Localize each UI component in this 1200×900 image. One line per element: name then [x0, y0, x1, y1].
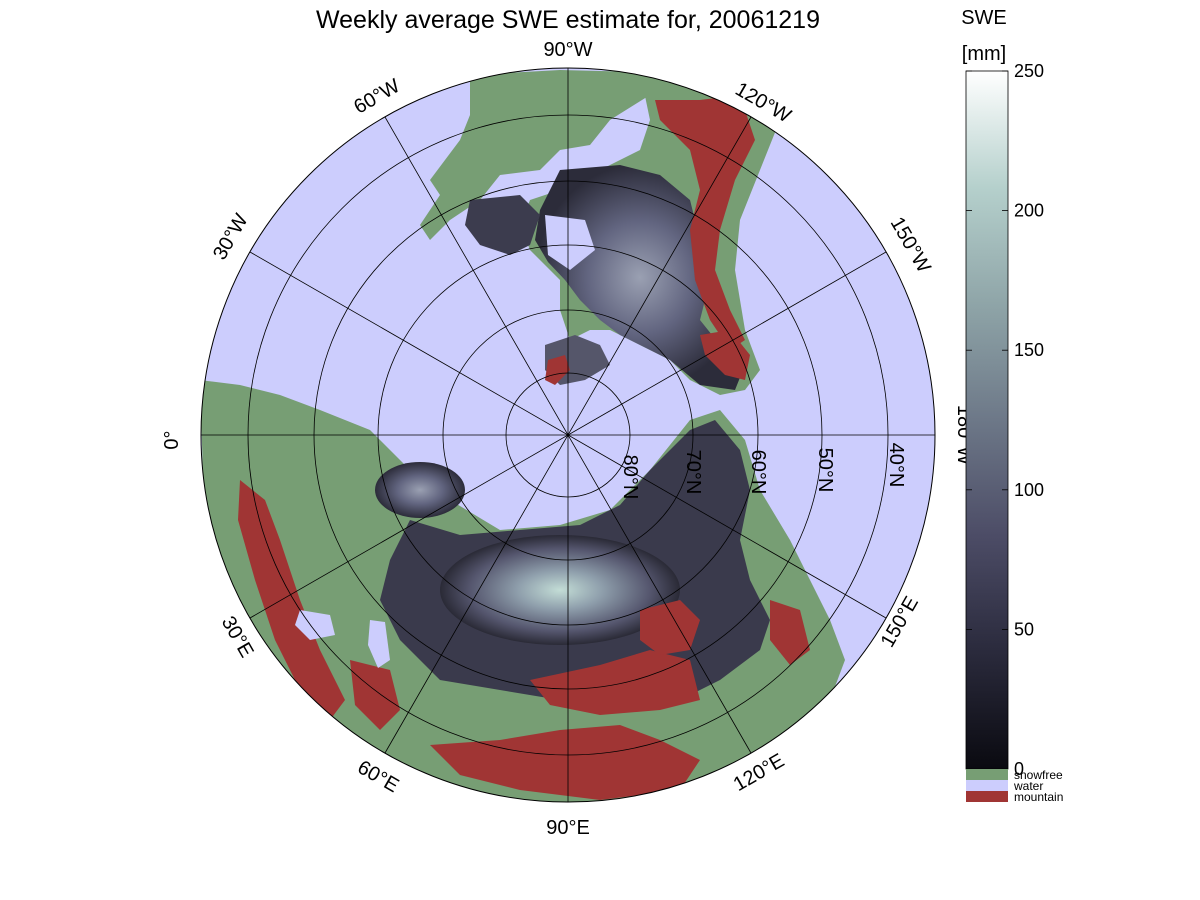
- category-label-snowfree: snowfree: [1014, 768, 1063, 782]
- lat-label-70n: 70°N: [682, 450, 704, 495]
- lat-label-40n: 40°N: [885, 443, 907, 488]
- lon-label-90e: 90°E: [546, 817, 590, 839]
- scandinavia-snow: [375, 462, 465, 518]
- colorbar-tick-label: 150: [1014, 340, 1044, 360]
- category-swatch-water: [966, 780, 1008, 791]
- category-swatch-snowfree: [966, 769, 1008, 780]
- colorbar-tick-label: 100: [1014, 480, 1044, 500]
- colorbar-tick-label: 50: [1014, 619, 1034, 639]
- category-label-mountain: mountain: [1014, 790, 1063, 804]
- hudson-bay: [545, 215, 595, 270]
- himalaya-mountains: [430, 725, 700, 800]
- iran-mountains: [350, 660, 400, 730]
- map-border: [200, 67, 936, 803]
- colorbar-tick-label: 250: [1014, 61, 1044, 81]
- lat-label-60n: 60°N: [747, 450, 769, 495]
- central-asia-mountains: [530, 650, 700, 715]
- category-swatch-mountain: [966, 791, 1008, 802]
- category-label-water: water: [1013, 779, 1043, 793]
- colorbar-tick-label: 200: [1014, 201, 1044, 221]
- colorbar-ramp: [965, 70, 1009, 770]
- lat-label-80n: 80°N: [619, 455, 641, 500]
- colorbar-tick-label: 0: [1014, 759, 1024, 779]
- lon-label-30w: 30°W: [209, 210, 253, 264]
- lon-label-0: 0°: [161, 430, 183, 449]
- caspian-sea: [368, 620, 390, 668]
- colorbar-label-swe: SWE: [961, 7, 1007, 29]
- polar-map: [201, 68, 935, 802]
- colorbar-ticks: 0 50 100 150 200 250: [966, 61, 1044, 779]
- lon-label-90w: 90°W: [543, 39, 592, 61]
- arctic-islands-2: [545, 355, 570, 385]
- north-america-snow-west: [465, 195, 540, 255]
- lon-label-60e: 60°E: [354, 756, 403, 797]
- colorbar-label-unit: [mm]: [962, 43, 1006, 65]
- far-east-mountains: [770, 600, 810, 665]
- figure-title: Weekly average SWE estimate for, 2006121…: [316, 6, 820, 34]
- europe-mountains: [238, 480, 345, 720]
- lat-label-50n: 50°N: [814, 448, 836, 493]
- graticule: [201, 68, 935, 802]
- alaska-mountains: [700, 330, 750, 380]
- east-asia-mountains: [640, 600, 700, 655]
- colorbar: SWE [mm] 0 50 100 150 200 250 snowfreewatermo…: [961, 7, 1063, 804]
- latitude-labels: 80°N 70°N 60°N 50°N 40°N: [619, 443, 907, 500]
